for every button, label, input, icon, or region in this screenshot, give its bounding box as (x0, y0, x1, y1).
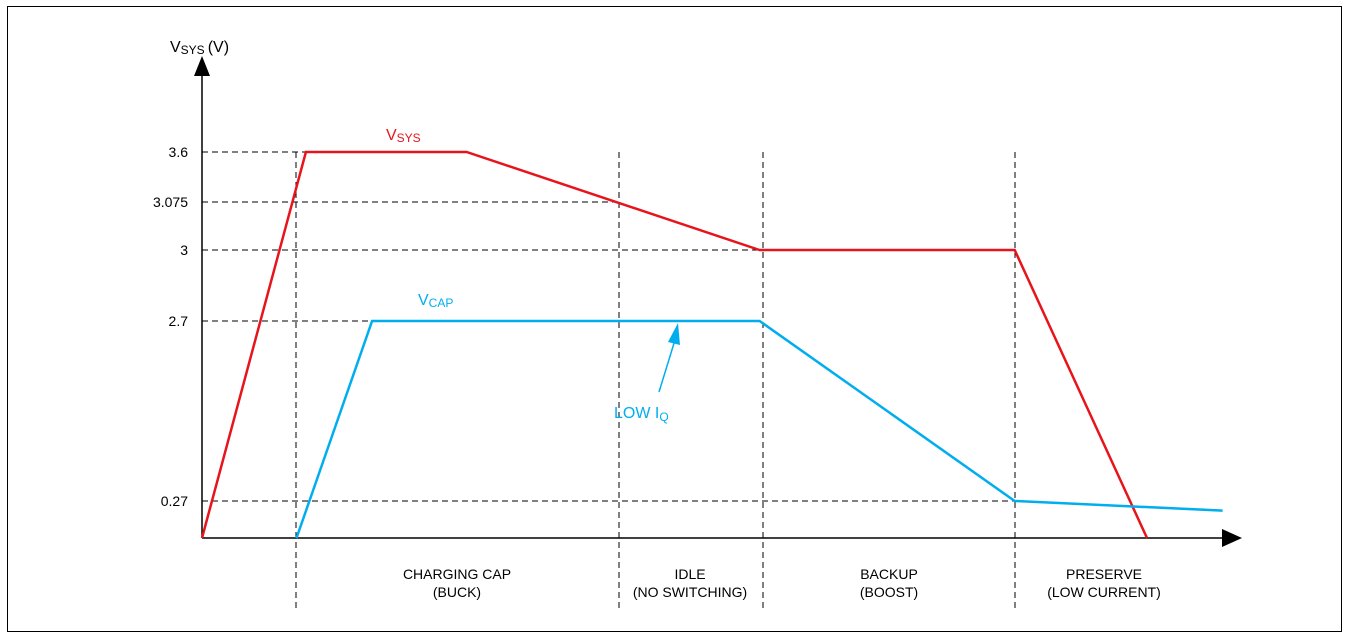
vsys-series-line (200, 150, 1149, 539)
guide-lines (202, 151, 1016, 608)
phase-label-idle: IDLE (674, 566, 705, 582)
y-tick-label: 3 (180, 242, 188, 258)
y-tick-label: 2.7 (169, 313, 189, 329)
low-iq-arrow-line (658, 339, 676, 393)
vcap-series-label: VCAP (418, 292, 453, 310)
y-tick-label: 3.6 (169, 144, 189, 160)
phase-sublabel-backup: (BOOST) (860, 584, 918, 600)
low-iq-label: LOW IQ (614, 405, 669, 424)
phase-sublabel-charging: (BUCK) (433, 584, 481, 600)
low-iq-arrowhead (668, 323, 680, 345)
phase-label-charging: CHARGING CAP (403, 566, 511, 582)
phase-label-preserve: PRESERVE (1066, 566, 1142, 582)
phase-sublabel-idle: (NO SWITCHING) (633, 584, 747, 600)
diagram-frame (7, 6, 1342, 632)
axes (201, 60, 1240, 539)
vsys-series-label: VSYS (386, 127, 421, 145)
y-axis-label: VSYS (V) (170, 39, 229, 57)
vcap-series-line (295, 319, 1223, 539)
y-axis-arrowhead (194, 56, 210, 76)
phase-sublabel-preserve: (LOW CURRENT) (1047, 584, 1161, 600)
y-tick-label: 3.075 (153, 194, 188, 210)
y-tick-label: 0.27 (161, 493, 188, 509)
phase-labels: CHARGING CAP (BUCK) IDLE (NO SWITCHING) … (403, 566, 1161, 600)
x-axis-arrowhead (1222, 529, 1242, 547)
phase-label-backup: BACKUP (860, 566, 918, 582)
y-tick-labels: 3.6 3.075 3 2.7 0.27 (153, 144, 188, 509)
